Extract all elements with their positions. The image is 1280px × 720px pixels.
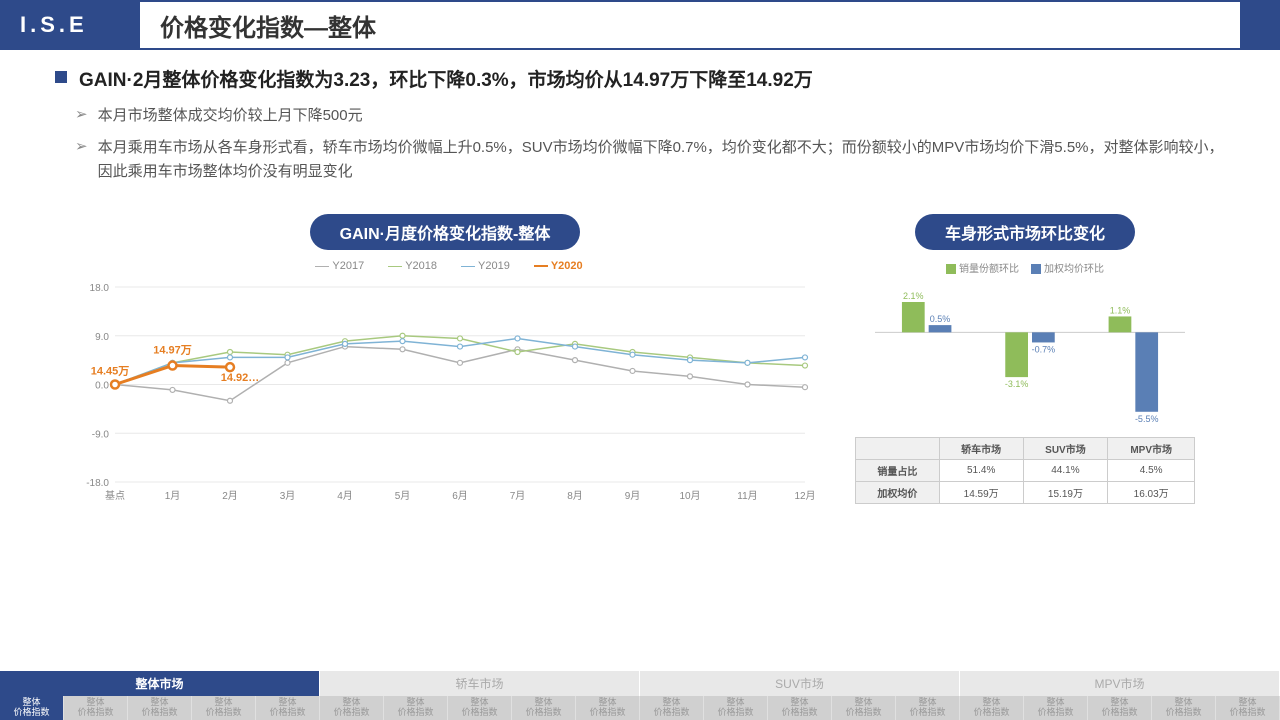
content-area: GAIN·2月整体价格变化指数为3.23，环比下降0.3%，市场均价从14.97… xyxy=(0,50,1280,507)
footer-subtab-14[interactable]: 整体价格指数 xyxy=(896,696,960,720)
footer-subtab-17[interactable]: 整体价格指数 xyxy=(1088,696,1152,720)
footer-subtab-6[interactable]: 整体价格指数 xyxy=(384,696,448,720)
footer-subtab-16[interactable]: 整体价格指数 xyxy=(1024,696,1088,720)
chevron-right-icon: ➢ xyxy=(75,137,88,155)
footer-subtab-12[interactable]: 整体价格指数 xyxy=(768,696,832,720)
bullet-sub-1: ➢ 本月市场整体成交均价较上月下降500元 xyxy=(55,104,1225,128)
page-title: 价格变化指数—整体 xyxy=(140,0,1240,50)
svg-text:3月: 3月 xyxy=(280,490,296,502)
svg-text:9.0: 9.0 xyxy=(95,332,109,343)
footer-subtab-11[interactable]: 整体价格指数 xyxy=(704,696,768,720)
svg-text:1月: 1月 xyxy=(165,490,181,502)
svg-text:-18.0: -18.0 xyxy=(86,478,109,489)
bar-chart-legend: 销量份额环比加权均价环比 xyxy=(855,260,1195,275)
line-chart-legend: Y2017Y2018Y2019Y2020 xyxy=(75,260,815,272)
svg-text:8月: 8月 xyxy=(567,490,583,502)
bar-chart-panel: 车身形式市场环比变化 销量份额环比加权均价环比 2.1% 0.5% -3.1% -0.… xyxy=(855,214,1195,507)
footer-subtab-7[interactable]: 整体价格指数 xyxy=(448,696,512,720)
svg-text:10月: 10月 xyxy=(679,490,700,502)
footer-subtab-13[interactable]: 整体价格指数 xyxy=(832,696,896,720)
svg-text:14.92…: 14.92… xyxy=(221,372,260,384)
svg-text:-3.1%: -3.1% xyxy=(1005,379,1029,389)
svg-text:2.1%: 2.1% xyxy=(903,291,924,301)
svg-text:基点: 基点 xyxy=(105,489,125,502)
svg-text:18.0: 18.0 xyxy=(90,283,110,294)
logo: I.S.E xyxy=(0,0,140,50)
footer-subtab-8[interactable]: 整体价格指数 xyxy=(512,696,576,720)
bullet-sub2-text: 本月乘用车市场从各车身形式看，轿车市场均价微幅上升0.5%，SUV市场均价微幅下… xyxy=(98,136,1225,184)
footer-subtab-18[interactable]: 整体价格指数 xyxy=(1152,696,1216,720)
footer-subtab-2[interactable]: 整体价格指数 xyxy=(128,696,192,720)
footer-subtab-9[interactable]: 整体价格指数 xyxy=(576,696,640,720)
footer-subtab-0[interactable]: 整体价格指数 xyxy=(0,696,64,720)
bullet-sub1-text: 本月市场整体成交均价较上月下降500元 xyxy=(98,104,363,128)
line-chart-panel: GAIN·月度价格变化指数-整体 Y2017Y2018Y2019Y2020 -1… xyxy=(75,214,815,507)
footer-subtab-15[interactable]: 整体价格指数 xyxy=(960,696,1024,720)
footer-subtab-4[interactable]: 整体价格指数 xyxy=(256,696,320,720)
footer-subtab-3[interactable]: 整体价格指数 xyxy=(192,696,256,720)
svg-text:0.5%: 0.5% xyxy=(930,314,951,324)
chevron-right-icon: ➢ xyxy=(75,105,88,123)
footer-subtab-5[interactable]: 整体价格指数 xyxy=(320,696,384,720)
line-chart-title: GAIN·月度价格变化指数-整体 xyxy=(310,214,581,250)
bullet-sub-2: ➢ 本月乘用车市场从各车身形式看，轿车市场均价微幅上升0.5%，SUV市场均价微… xyxy=(55,136,1225,184)
footer-tab-1[interactable]: 轿车市场 xyxy=(320,671,640,696)
svg-text:9月: 9月 xyxy=(625,490,641,502)
footer-tab-3[interactable]: MPV市场 xyxy=(960,671,1280,696)
svg-text:11月: 11月 xyxy=(737,490,757,502)
svg-text:4月: 4月 xyxy=(337,490,353,502)
bar-chart-title: 车身形式市场环比变化 xyxy=(915,214,1135,250)
svg-text:5月: 5月 xyxy=(395,490,411,502)
footer-subtab-1[interactable]: 整体价格指数 xyxy=(64,696,128,720)
line-chart-svg: -18.0 -9.0 0.0 9.0 18.0 基点 1月 2月 3月 4月 5月 6月 7月 8月 9月 1… xyxy=(75,277,815,507)
svg-text:14.45万: 14.45万 xyxy=(91,365,130,378)
title-end-stripe xyxy=(1240,0,1280,50)
svg-text:-5.5%: -5.5% xyxy=(1135,414,1159,424)
bullet-main-text: GAIN·2月整体价格变化指数为3.23，环比下降0.3%，市场均价从14.97… xyxy=(79,65,813,92)
svg-text:-0.7%: -0.7% xyxy=(1032,344,1056,354)
bullet-main: GAIN·2月整体价格变化指数为3.23，环比下降0.3%，市场均价从14.97… xyxy=(55,65,1225,92)
svg-text:6月: 6月 xyxy=(452,490,468,502)
footer-subtab-10[interactable]: 整体价格指数 xyxy=(640,696,704,720)
summary-table: 轿车市场SUV市场MPV市场销量占比51.4%44.1%4.5%加权均价14.5… xyxy=(855,437,1195,504)
svg-text:12月: 12月 xyxy=(794,490,815,502)
svg-text:0.0: 0.0 xyxy=(95,381,109,392)
svg-text:7月: 7月 xyxy=(510,490,526,502)
bar-chart-svg: 2.1% 0.5% -3.1% -0.7% 1.1% -5.5% xyxy=(855,279,1195,429)
svg-text:14.97万: 14.97万 xyxy=(153,344,192,357)
bullet-square-icon xyxy=(55,71,67,83)
footer-tab-2[interactable]: SUV市场 xyxy=(640,671,960,696)
svg-text:2月: 2月 xyxy=(222,490,238,502)
footer-tabs: 整体市场轿车市场SUV市场MPV市场 整体价格指数整体价格指数整体价格指数整体价… xyxy=(0,671,1280,720)
svg-text:-9.0: -9.0 xyxy=(92,429,110,440)
footer-subtab-19[interactable]: 整体价格指数 xyxy=(1216,696,1280,720)
footer-tab-0[interactable]: 整体市场 xyxy=(0,671,320,696)
header-bar: I.S.E 价格变化指数—整体 xyxy=(0,0,1280,50)
svg-text:1.1%: 1.1% xyxy=(1110,305,1131,315)
